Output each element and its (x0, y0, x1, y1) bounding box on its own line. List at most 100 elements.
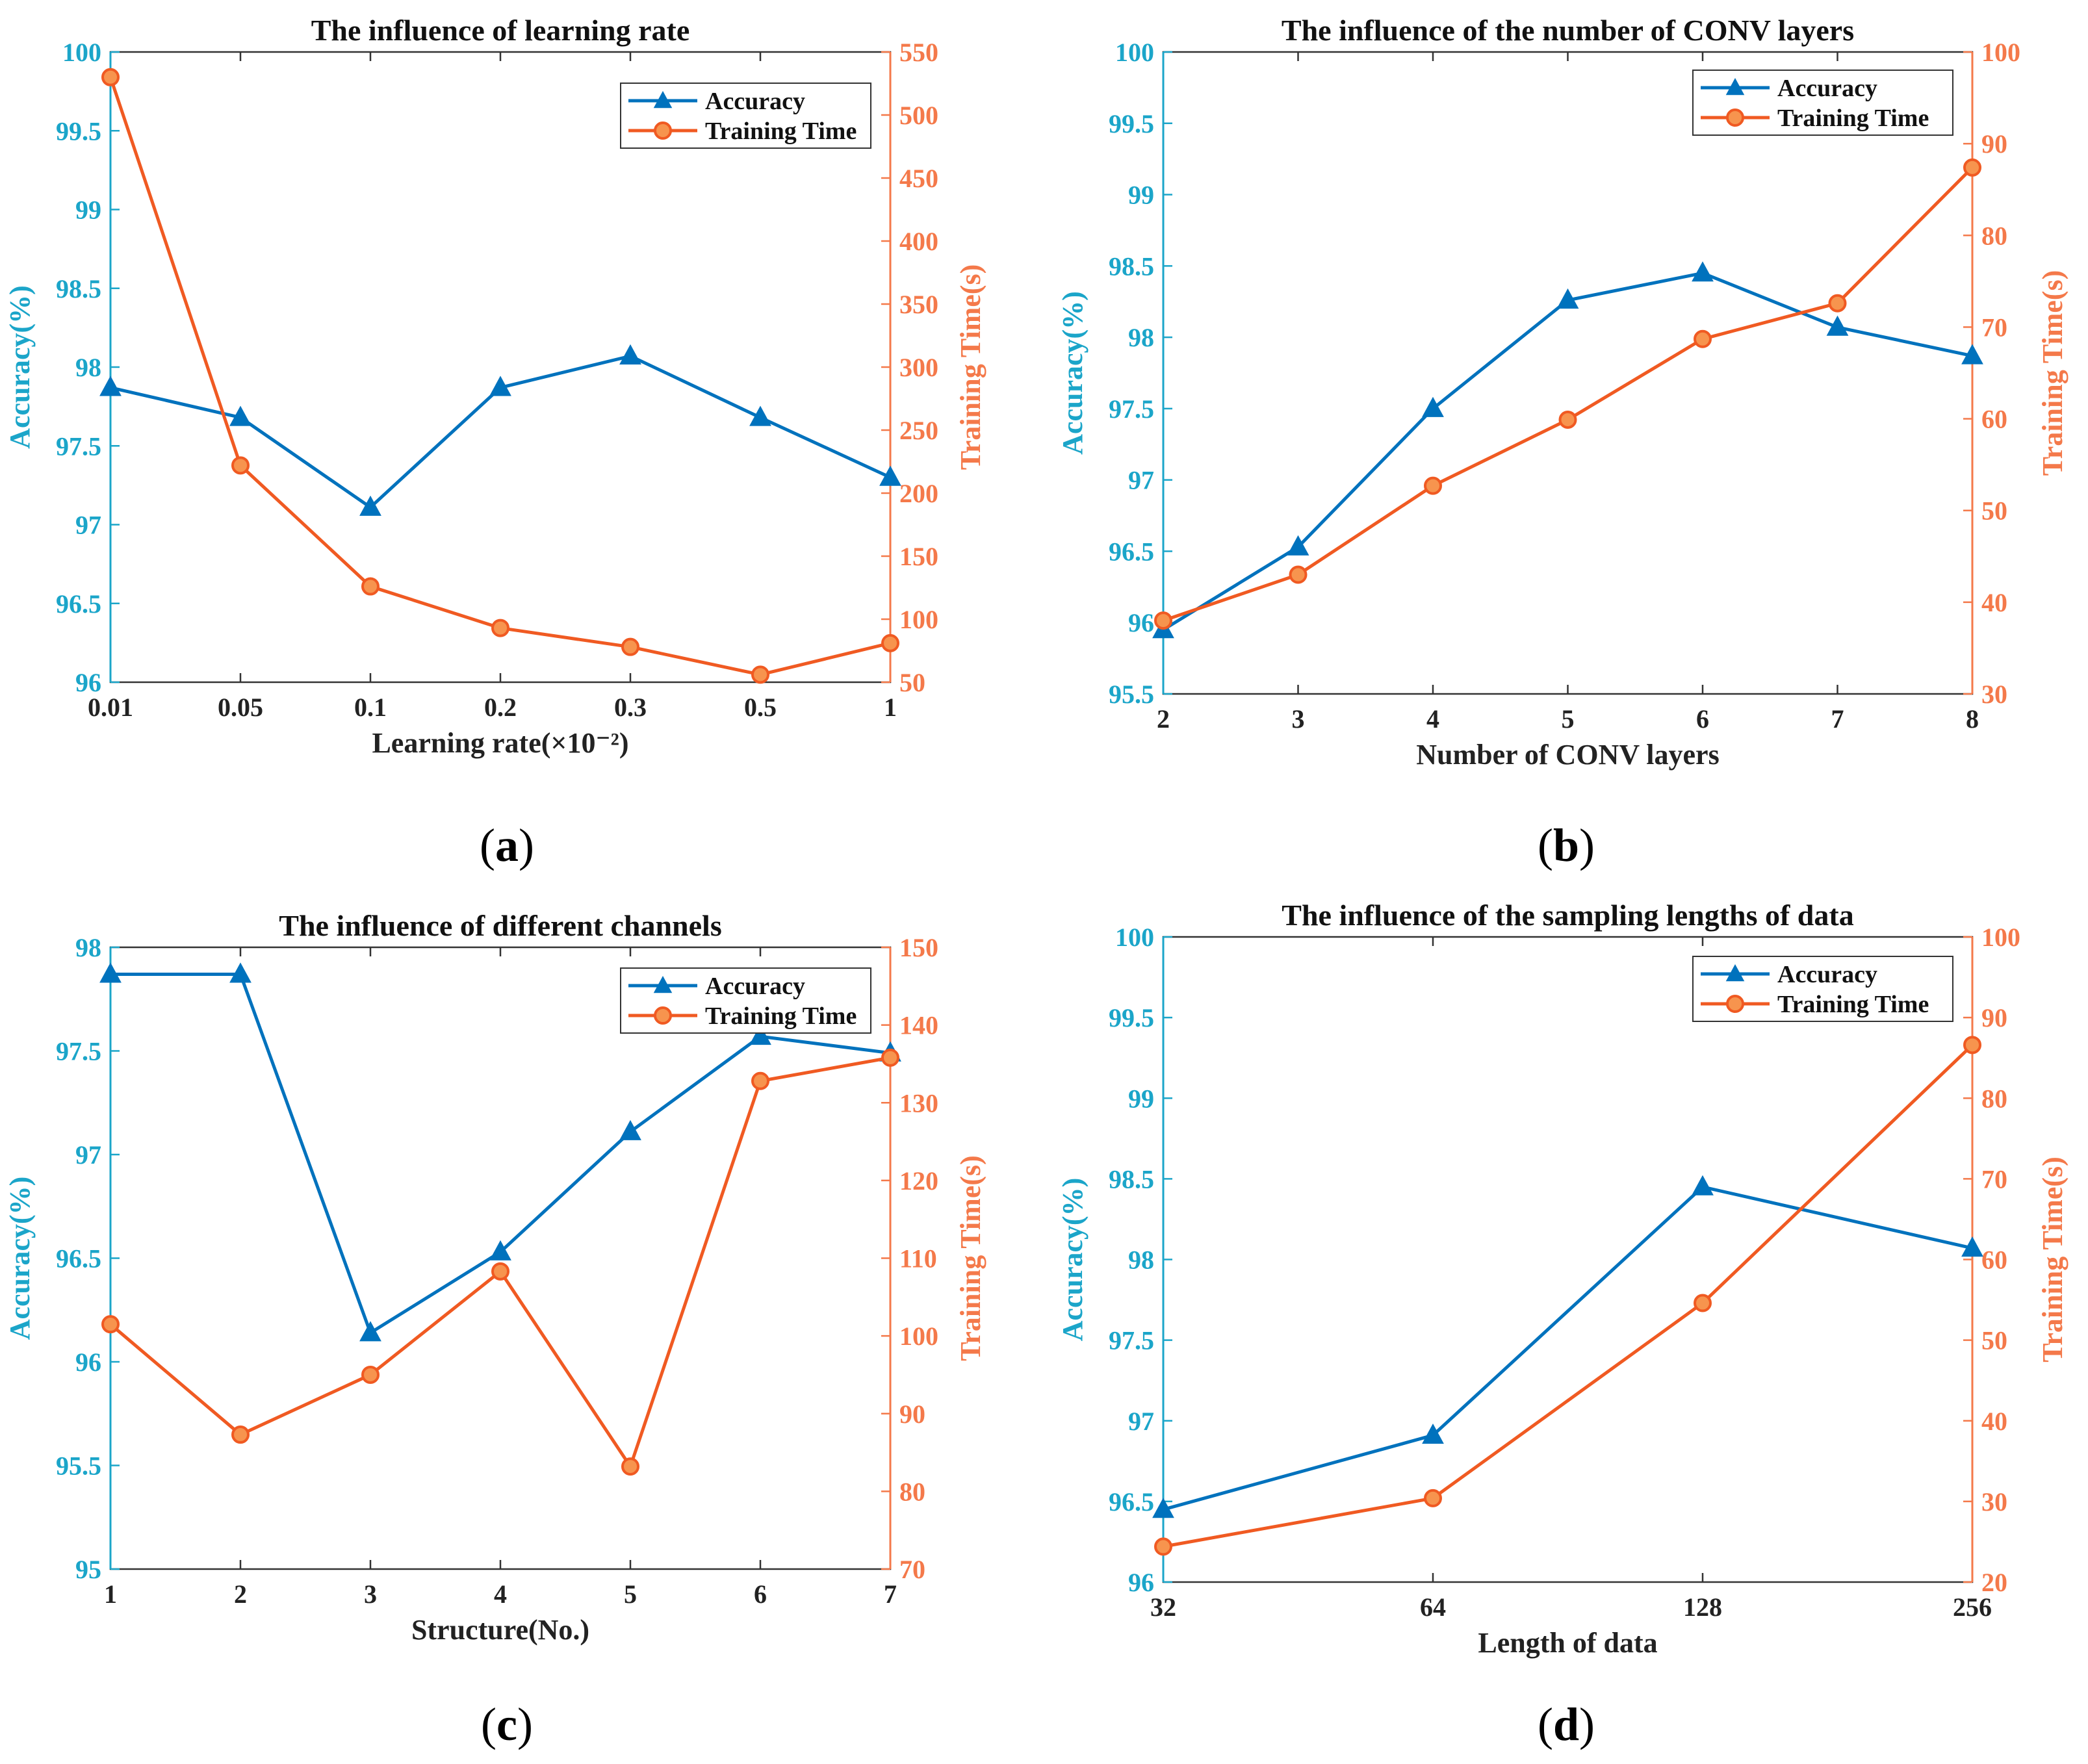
legend-accuracy-marker (653, 976, 673, 993)
accuracy-point (1422, 1423, 1444, 1444)
training-time-point (231, 1425, 250, 1444)
x-tick-label: 32 (1150, 1592, 1176, 1622)
x-tick-label: 0.05 (218, 693, 263, 722)
legend-accuracy-label: Accuracy (705, 88, 805, 115)
y-left-tick-label: 97.5 (1109, 1326, 1154, 1355)
y-right-tick-label: 500 (899, 101, 938, 130)
y-left-axis-label: Accuracy(%) (4, 1177, 36, 1340)
legend-accuracy-label: Accuracy (1777, 75, 1877, 102)
y-right-tick-label: 400 (899, 227, 938, 256)
y-left-tick-label: 100 (1115, 38, 1154, 67)
y-right-axis-label: Training Time(s) (955, 1155, 986, 1361)
x-tick-label: 64 (1420, 1592, 1446, 1622)
x-tick-label: 7 (1831, 704, 1844, 734)
x-tick-label: 0.01 (88, 693, 133, 722)
accuracy-point (1826, 315, 1849, 336)
training-time-point (751, 665, 769, 684)
chart-panel-c: The influence of different channels 1 2 3 4 5… (4, 909, 986, 1750)
x-tick-label: 3 (364, 1579, 377, 1609)
y-right-tick-label: 110 (899, 1244, 937, 1273)
y-right-tick-label: 80 (1981, 221, 2007, 250)
plot-area (1162, 51, 1974, 695)
x-tick-label: 0.2 (484, 693, 517, 722)
y-left-tick-label: 98.5 (1109, 251, 1154, 281)
y-left-axis-label: Accuracy(%) (1057, 1178, 1089, 1342)
y-right-tick-label: 40 (1981, 588, 2007, 617)
y-right-tick-label: 70 (1981, 1164, 2007, 1194)
plot-area (1162, 936, 1974, 1583)
training-time-series-line (1163, 1043, 1974, 1548)
y-left-tick-label: 95.5 (56, 1451, 101, 1481)
y-right-tick-label: 50 (1981, 496, 2007, 526)
y-left-tick-label: 98 (1128, 323, 1154, 352)
chart-title: The influence of learning rate (311, 14, 690, 47)
accuracy-point (749, 405, 771, 426)
accuracy-point (749, 1025, 771, 1045)
training-time-point (1828, 294, 1847, 313)
chart-panel-d: The influence of the sampling lengths of… (1057, 899, 2069, 1750)
y-right-tick-label: 100 (1981, 923, 2020, 952)
training-time-point (1963, 158, 1981, 177)
y-left-tick-label: 96.5 (56, 589, 101, 619)
training-time-point (751, 1071, 769, 1090)
legend-accuracy-marker (1725, 78, 1745, 96)
y-right-tick-label: 100 (899, 1322, 938, 1351)
training-time-point (1424, 476, 1442, 495)
accuracy-point (1961, 1236, 1983, 1257)
y-left-tick-label: 99.5 (1109, 1003, 1154, 1032)
y-left-tick-label: 98 (1128, 1246, 1154, 1275)
accuracy-point (229, 405, 251, 426)
training-time-point (621, 637, 639, 656)
y-right-axis-label: Training Time(s) (2037, 270, 2069, 476)
x-tick-label: 0.5 (744, 693, 777, 722)
training-time-point (361, 1365, 380, 1384)
accuracy-point (619, 1119, 641, 1140)
y-left-tick-label: 99 (75, 196, 101, 225)
chart-title: The influence of the number of CONV laye… (1282, 14, 1854, 47)
accuracy-series-line (1163, 1185, 1973, 1511)
y-right-tick-label: 70 (899, 1555, 925, 1584)
x-tick-label: 2 (1157, 704, 1170, 734)
legend-accuracy-label: Accuracy (1777, 961, 1877, 988)
y-left-tick-label: 96.5 (1109, 1487, 1154, 1516)
x-tick-label: 2 (234, 1579, 247, 1609)
training-time-point (881, 1048, 899, 1067)
y-right-tick-label: 40 (1981, 1407, 2007, 1436)
legend-training-time-marker (654, 1006, 672, 1025)
y-right-tick-label: 70 (1981, 313, 2007, 342)
x-tick-label: 4 (1426, 704, 1439, 734)
x-tick-label: 6 (1696, 704, 1709, 734)
legend-training-time-marker (654, 121, 672, 140)
accuracy-point (489, 1240, 511, 1260)
y-left-tick-label: 95.5 (1109, 680, 1154, 709)
accuracy-point (99, 376, 122, 396)
legend: Accuracy Training Time (620, 83, 871, 149)
y-left-tick-label: 100 (1115, 923, 1154, 952)
accuracy-point (1152, 1498, 1174, 1518)
y-left-tick-label: 97 (1128, 466, 1154, 495)
x-tick-label: 0.1 (354, 693, 387, 722)
y-left-tick-label: 97 (1128, 1407, 1154, 1436)
legend: Accuracy Training Time (1692, 956, 1953, 1022)
training-time-point (1154, 1537, 1172, 1556)
y-right-axis-label: Training Time(s) (955, 264, 986, 470)
accuracy-point (1961, 344, 1983, 364)
x-tick-label: 1 (104, 1579, 117, 1609)
x-tick-label: 3 (1292, 704, 1305, 734)
accuracy-point (359, 1321, 381, 1342)
y-right-tick-label: 100 (899, 605, 938, 634)
training-time-point (1289, 565, 1308, 584)
y-left-tick-label: 96 (1128, 1568, 1154, 1597)
y-left-axis-label: Accuracy(%) (4, 285, 36, 449)
y-left-tick-label: 98 (75, 353, 101, 382)
y-left-tick-label: 97 (75, 1140, 101, 1170)
legend-training-time-label: Training Time (1777, 105, 1929, 132)
x-tick-label: 1 (884, 693, 897, 722)
chart-panel-a: The influence of learning rate 0.01 0.05 0.… (4, 14, 986, 871)
accuracy-point (619, 344, 641, 365)
y-right-tick-label: 30 (1981, 1487, 2007, 1516)
legend-training-time-label: Training Time (705, 1003, 857, 1030)
x-axis-label: Learning rate(×10⁻²) (372, 727, 628, 759)
training-time-point (621, 1457, 639, 1476)
